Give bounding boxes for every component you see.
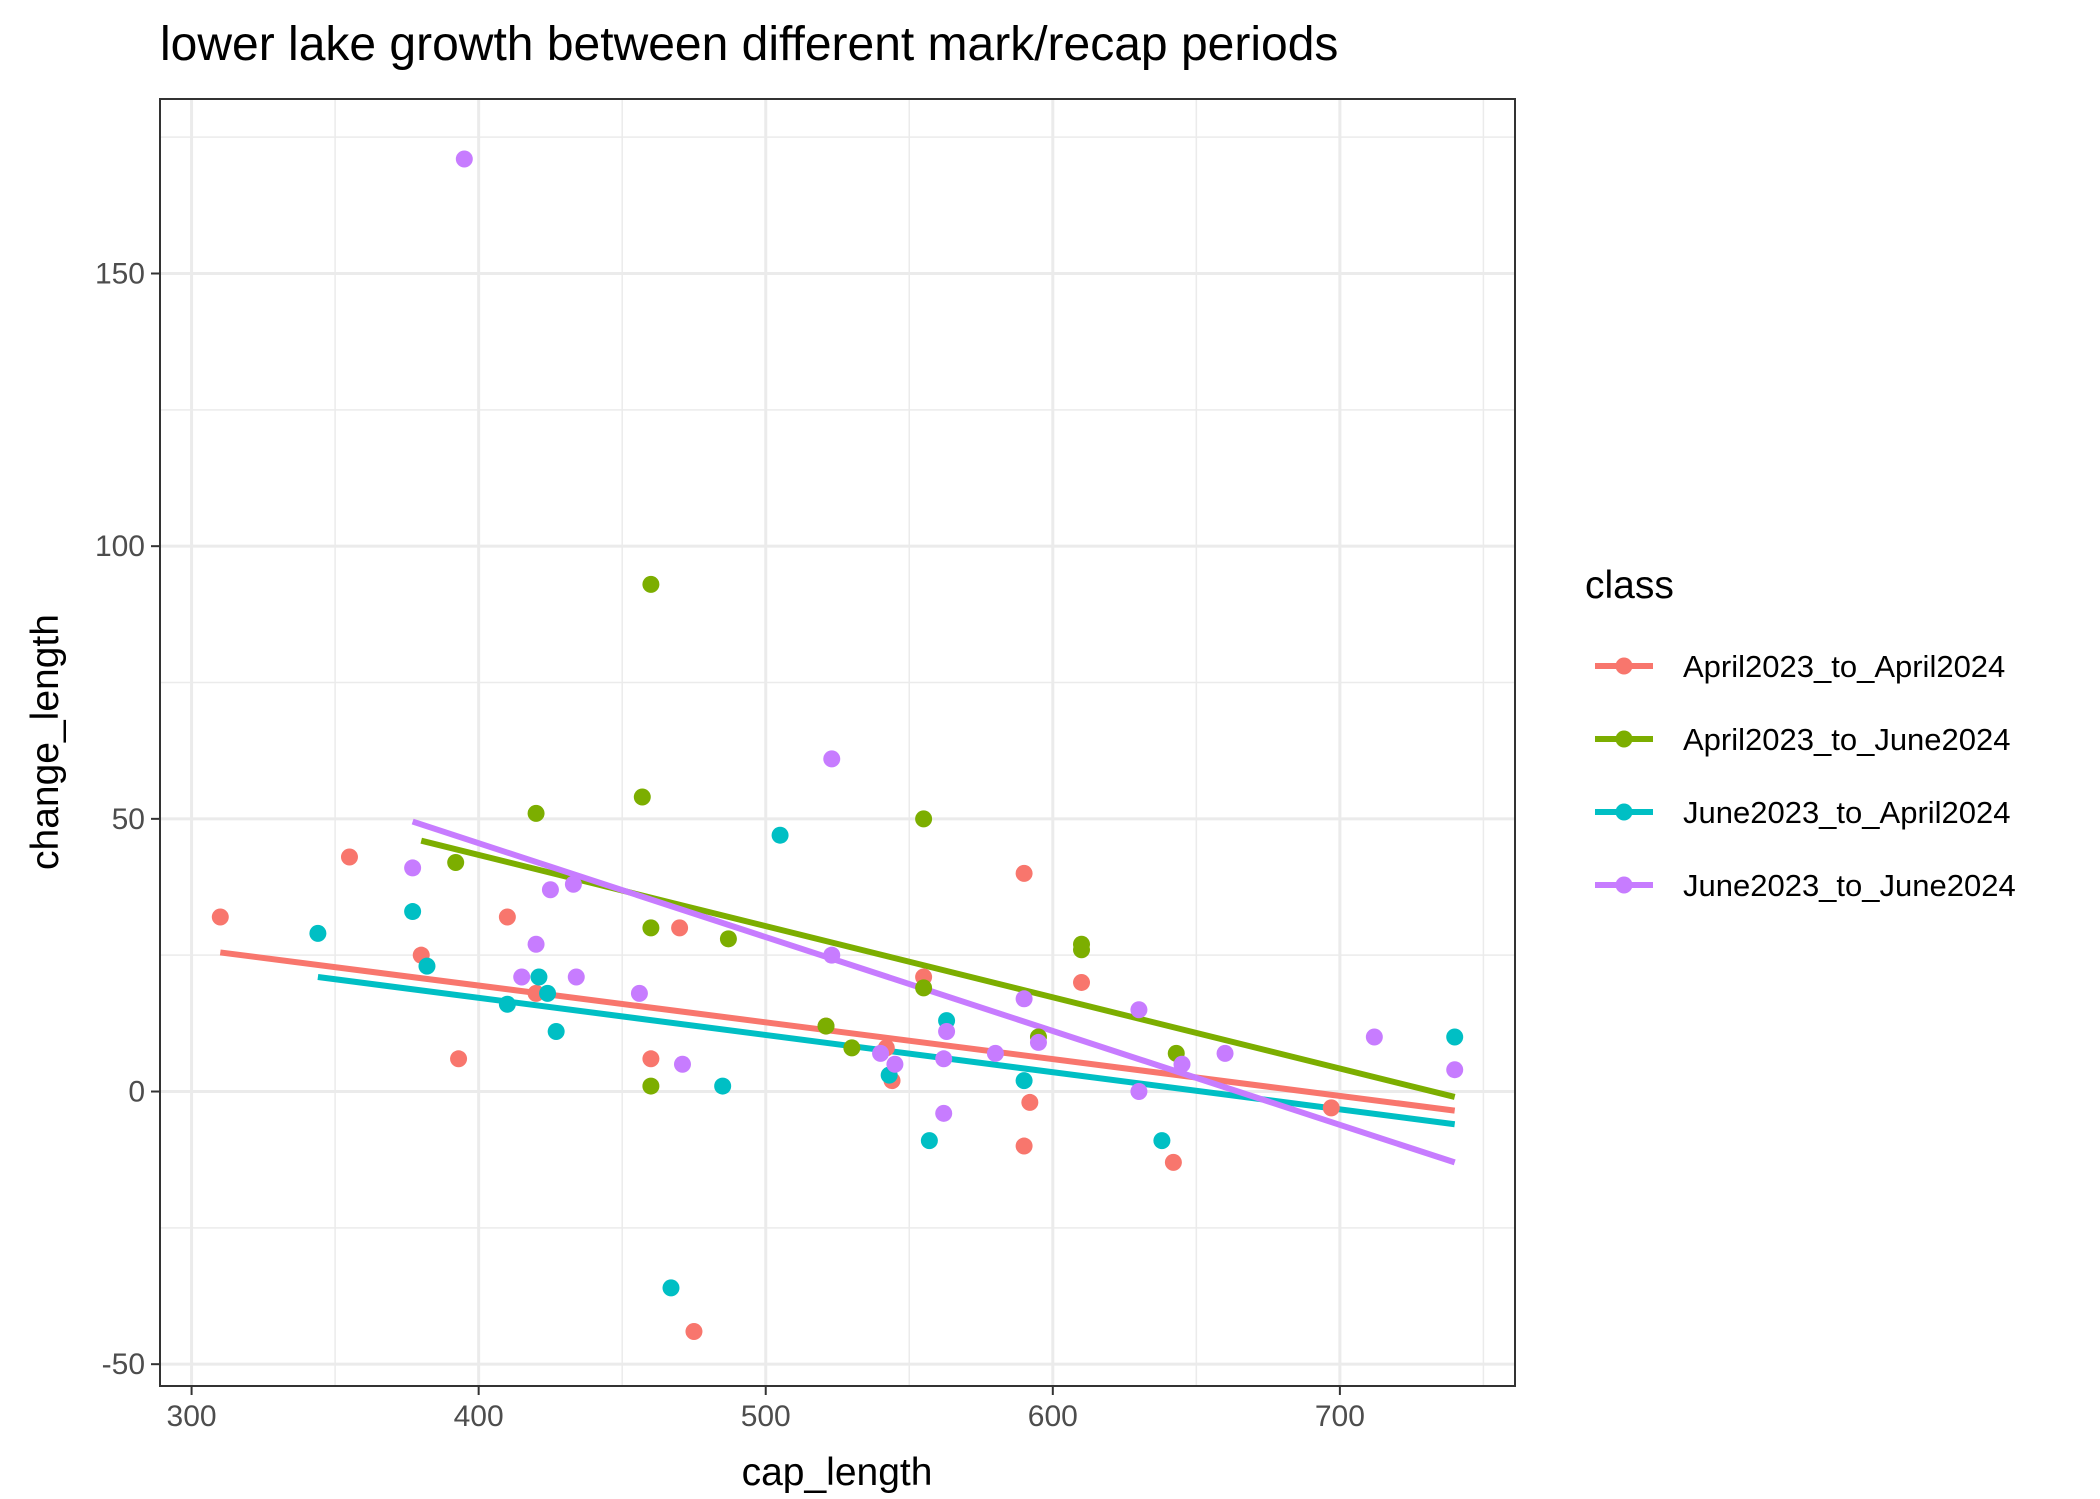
data-point <box>1015 990 1033 1008</box>
data-point <box>1130 1083 1148 1101</box>
data-point <box>513 968 531 986</box>
data-point <box>915 810 933 828</box>
data-point <box>541 881 559 899</box>
data-point <box>447 853 465 871</box>
data-point <box>872 1044 890 1062</box>
data-point <box>671 919 689 937</box>
data-point <box>527 804 545 822</box>
data-point <box>642 1077 660 1095</box>
legend-label: April2023_to_April2024 <box>1683 649 2005 684</box>
data-point <box>935 1050 953 1068</box>
data-point <box>719 930 737 948</box>
data-point <box>1015 1137 1033 1155</box>
data-point <box>642 919 660 937</box>
data-point <box>1073 941 1091 959</box>
x-axis: 300 400 500 600 700 <box>167 1386 1365 1433</box>
data-point <box>771 826 789 844</box>
plot-panel <box>160 99 1515 1386</box>
data-point <box>211 908 229 926</box>
data-point <box>920 1132 938 1150</box>
data-point <box>1130 1001 1148 1019</box>
data-point <box>843 1039 861 1057</box>
legend-title: class <box>1585 564 1674 607</box>
data-point <box>1173 1055 1191 1073</box>
data-point <box>817 1017 835 1035</box>
y-axis-title: change_length <box>24 614 67 870</box>
x-tick-label: 600 <box>1028 1400 1078 1433</box>
data-point <box>527 935 545 953</box>
data-point <box>1015 1072 1033 1090</box>
legend-key-point <box>1615 876 1633 894</box>
plot-border <box>159 98 1516 1387</box>
x-tick-label: 400 <box>454 1400 504 1433</box>
data-point <box>1446 1028 1464 1046</box>
data-point <box>823 946 841 964</box>
grid-major <box>160 99 1515 1386</box>
data-point <box>986 1044 1004 1062</box>
y-tick-label: 150 <box>95 258 145 291</box>
data-point <box>1164 1153 1182 1171</box>
data-point <box>309 924 327 942</box>
data-point <box>404 859 422 877</box>
legend-key-point <box>1615 803 1633 821</box>
data-point <box>450 1050 468 1068</box>
data-point <box>915 979 933 997</box>
x-tick-label: 300 <box>167 1400 217 1433</box>
data-point <box>685 1322 703 1340</box>
grid-minor <box>160 99 1515 1386</box>
legend-label: June2023_to_June2024 <box>1683 868 2016 903</box>
legend-label: April2023_to_June2024 <box>1683 722 2011 757</box>
fit-line <box>411 818 1456 1166</box>
data-point <box>642 1050 660 1068</box>
data-point <box>662 1279 680 1297</box>
data-point <box>498 908 516 926</box>
legend-key-point <box>1615 730 1633 748</box>
y-tick-label: -50 <box>102 1348 145 1381</box>
y-tick-label: 100 <box>95 530 145 563</box>
data-point <box>564 875 582 893</box>
legend-key-point <box>1615 657 1633 675</box>
data-point <box>630 984 648 1002</box>
data-point <box>1021 1093 1039 1111</box>
y-tick-label: 50 <box>112 803 145 836</box>
legend-label: June2023_to_April2024 <box>1683 795 2011 830</box>
x-axis-title: cap_length <box>742 1451 933 1494</box>
data-point <box>1365 1028 1383 1046</box>
data-point <box>938 1023 956 1041</box>
data-point <box>404 903 422 921</box>
data-point <box>642 575 660 593</box>
fit-line <box>219 949 1456 1114</box>
data-point <box>823 750 841 768</box>
data-point <box>547 1023 565 1041</box>
x-tick-label: 700 <box>1315 1400 1365 1433</box>
data-point <box>539 984 557 1002</box>
fit-lines <box>219 818 1456 1166</box>
data-point <box>1073 973 1091 991</box>
data-point <box>886 1055 904 1073</box>
data-point <box>1153 1132 1171 1150</box>
data-point <box>530 968 548 986</box>
data-point <box>673 1055 691 1073</box>
data-points <box>211 150 1464 1340</box>
data-point <box>340 848 358 866</box>
data-point <box>1015 864 1033 882</box>
y-tick-label: 0 <box>128 1076 145 1109</box>
data-point <box>935 1104 953 1122</box>
data-point <box>418 957 436 975</box>
data-point <box>455 150 473 168</box>
data-point <box>1322 1099 1340 1117</box>
chart-title: lower lake growth between different mark… <box>160 18 1338 71</box>
data-point <box>1216 1044 1234 1062</box>
data-point <box>1029 1033 1047 1051</box>
legend: class April2023_to_April2024 April2023_to… <box>1585 564 2016 903</box>
data-point <box>567 968 585 986</box>
data-point <box>498 995 516 1013</box>
data-point <box>1446 1061 1464 1079</box>
data-point <box>714 1077 732 1095</box>
x-tick-label: 500 <box>741 1400 791 1433</box>
data-point <box>633 788 651 806</box>
y-axis: -50 0 50 100 150 <box>95 258 160 1381</box>
